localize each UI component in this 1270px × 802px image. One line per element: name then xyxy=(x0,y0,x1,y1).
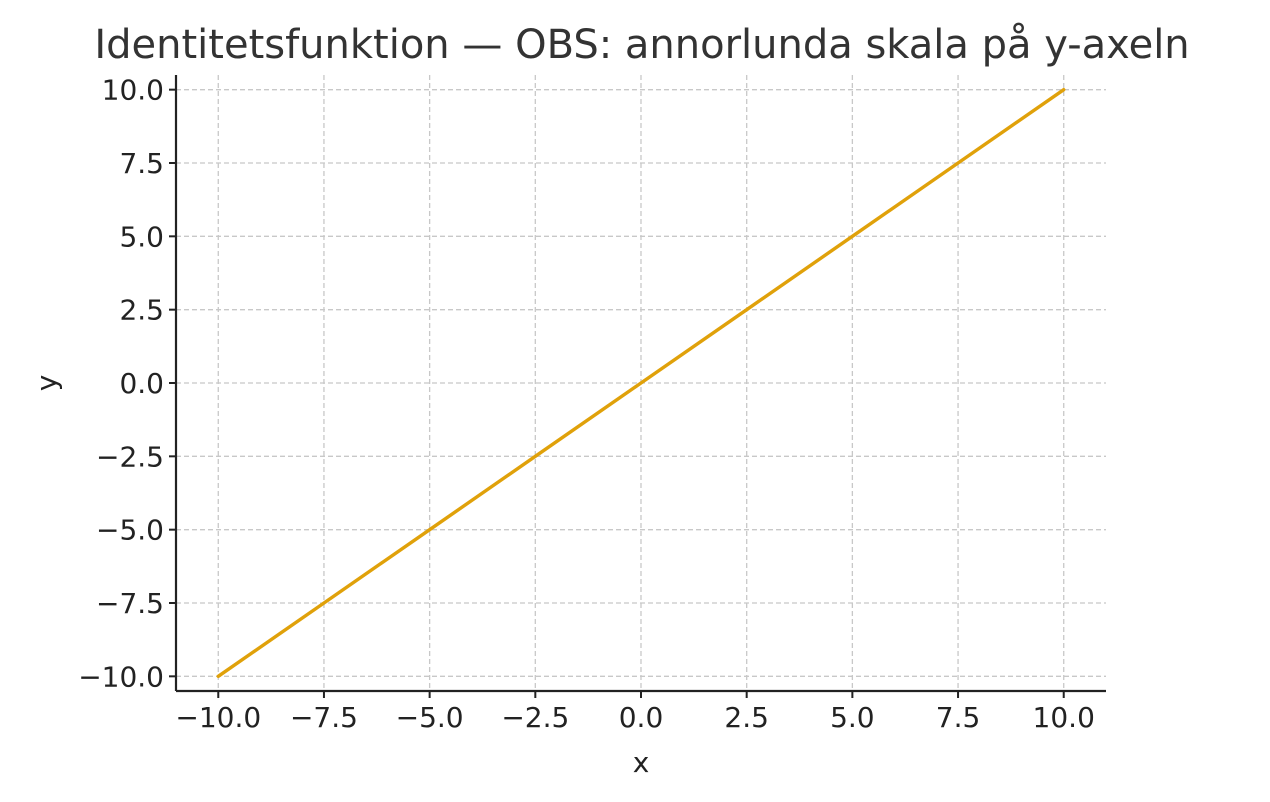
x-tick-label: 5.0 xyxy=(830,701,875,734)
y-tick-label: 7.5 xyxy=(119,147,164,180)
y-tick-label: 10.0 xyxy=(102,74,164,107)
ticks-layer: −10.0 −7.5 −5.0 −2.5 0.0 2.5 5.0 7.5 10.0 −10.0 −7… xyxy=(78,74,1095,734)
y-tick-label: −2.5 xyxy=(96,440,164,473)
y-tick-label: 0.0 xyxy=(119,367,164,400)
y-tick-label: −7.5 xyxy=(96,587,164,620)
x-tick-label: −10.0 xyxy=(175,701,261,734)
x-tick-label: 10.0 xyxy=(1033,701,1095,734)
y-tick-label: −10.0 xyxy=(78,660,164,693)
y-axis-label: y xyxy=(30,375,63,392)
grid-layer xyxy=(176,75,1106,691)
x-tick-label: −7.5 xyxy=(290,701,358,734)
y-tick-label: 5.0 xyxy=(119,220,164,253)
y-tick-label: −5.0 xyxy=(96,514,164,547)
x-tick-label: 7.5 xyxy=(936,701,981,734)
series-layer xyxy=(216,87,1066,679)
series-line xyxy=(216,87,1066,679)
x-tick-label: 2.5 xyxy=(724,701,769,734)
x-axis-label: x xyxy=(633,746,650,779)
x-tick-label: −5.0 xyxy=(396,701,464,734)
chart-title: Identitetsfunktion — OBS: annorlunda ska… xyxy=(94,22,1189,68)
y-tick-label: 2.5 xyxy=(119,294,164,327)
x-tick-label: 0.0 xyxy=(619,701,664,734)
x-tick-label: −2.5 xyxy=(501,701,569,734)
